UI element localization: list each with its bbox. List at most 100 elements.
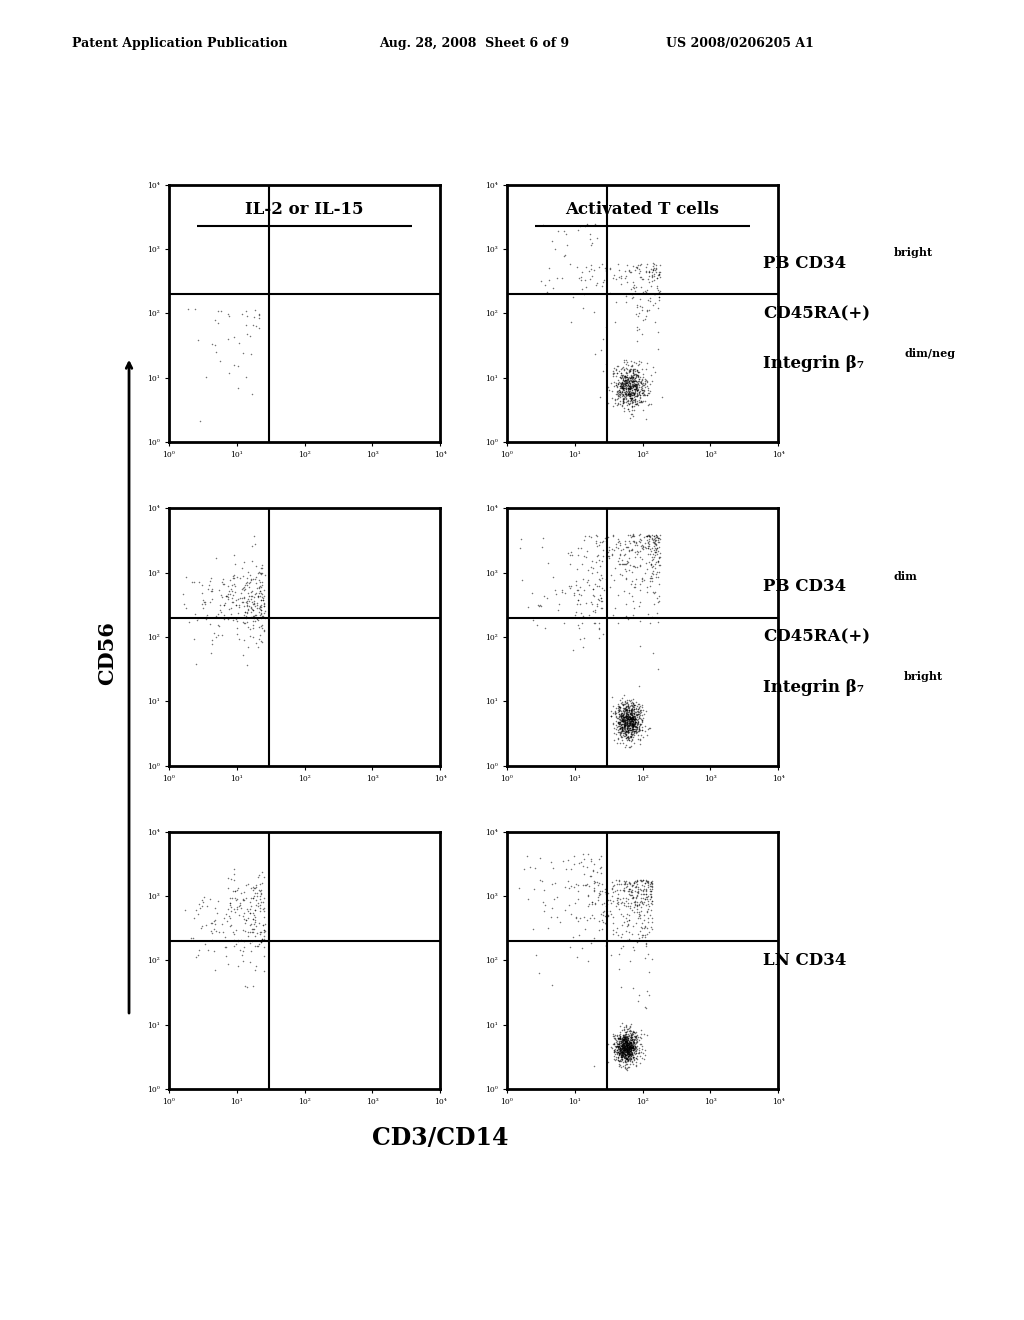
- Point: [639, 253, 655, 275]
- Point: [620, 1038, 636, 1059]
- Point: [628, 713, 644, 734]
- Point: [248, 890, 264, 911]
- Point: [614, 1039, 631, 1060]
- Point: [246, 590, 262, 611]
- Point: [214, 587, 230, 609]
- Point: [220, 878, 237, 899]
- Point: [617, 1038, 634, 1059]
- Point: [620, 367, 636, 388]
- Point: [644, 261, 660, 282]
- Point: [613, 1035, 630, 1056]
- Point: [630, 721, 646, 742]
- Point: [584, 850, 600, 871]
- Point: [610, 711, 627, 733]
- Point: [622, 884, 638, 906]
- Point: [651, 546, 668, 568]
- Point: [610, 1043, 627, 1064]
- Point: [549, 887, 565, 908]
- Point: [618, 1028, 635, 1049]
- Point: [618, 1039, 635, 1060]
- Point: [628, 692, 644, 713]
- Point: [618, 708, 635, 729]
- Point: [565, 876, 582, 898]
- Point: [622, 372, 638, 393]
- Point: [622, 909, 638, 931]
- Point: [621, 371, 637, 392]
- Point: [604, 1038, 621, 1059]
- Point: [612, 704, 629, 725]
- Point: [629, 884, 645, 906]
- Point: [255, 899, 271, 920]
- Point: [255, 891, 271, 912]
- Point: [624, 721, 640, 742]
- Point: [624, 709, 640, 730]
- Point: [225, 610, 242, 631]
- Point: [572, 602, 589, 623]
- Point: [535, 891, 551, 912]
- Text: dim/neg: dim/neg: [904, 347, 955, 359]
- Point: [247, 882, 263, 903]
- Point: [612, 1048, 629, 1069]
- Point: [626, 706, 642, 727]
- Point: [635, 700, 651, 721]
- Point: [617, 698, 634, 719]
- Point: [202, 614, 218, 635]
- Point: [614, 717, 631, 738]
- Point: [623, 261, 639, 282]
- Point: [620, 913, 636, 935]
- Point: [611, 1028, 628, 1049]
- Point: [624, 1038, 640, 1059]
- Point: [540, 917, 556, 939]
- Point: [620, 354, 636, 375]
- Point: [624, 1043, 640, 1064]
- Point: [626, 706, 642, 727]
- Point: [626, 1031, 642, 1052]
- Point: [625, 705, 641, 726]
- Point: [624, 717, 640, 738]
- Point: [643, 568, 659, 589]
- Point: [624, 1024, 640, 1045]
- Point: [626, 706, 642, 727]
- Point: [594, 909, 610, 931]
- Point: [621, 700, 637, 721]
- Point: [625, 524, 641, 545]
- Point: [621, 722, 637, 743]
- Point: [597, 906, 613, 927]
- Point: [242, 326, 258, 347]
- Point: [607, 1047, 624, 1068]
- Point: [630, 362, 646, 383]
- Point: [561, 576, 578, 597]
- Point: [248, 876, 264, 898]
- Point: [618, 1053, 635, 1074]
- Point: [256, 925, 272, 946]
- Point: [650, 540, 667, 561]
- Point: [645, 259, 662, 280]
- Point: [629, 374, 645, 395]
- Point: [613, 366, 630, 387]
- Point: [240, 874, 256, 895]
- Point: [631, 923, 647, 944]
- Point: [597, 528, 613, 549]
- Point: [617, 1040, 634, 1061]
- Point: [610, 381, 627, 403]
- Point: [230, 931, 247, 952]
- Point: [234, 591, 251, 612]
- Point: [618, 876, 635, 898]
- Point: [618, 1032, 635, 1053]
- Point: [630, 362, 646, 383]
- Point: [570, 853, 587, 874]
- Point: [603, 886, 620, 907]
- Point: [629, 393, 645, 414]
- Point: [649, 537, 666, 558]
- Point: [594, 894, 610, 915]
- Point: [620, 1035, 636, 1056]
- Point: [643, 606, 659, 627]
- Point: [650, 527, 667, 548]
- Point: [630, 883, 646, 904]
- Point: [622, 376, 638, 397]
- Point: [228, 896, 245, 917]
- Point: [622, 711, 638, 733]
- Point: [610, 1044, 627, 1065]
- Point: [617, 870, 634, 891]
- Point: [622, 717, 638, 738]
